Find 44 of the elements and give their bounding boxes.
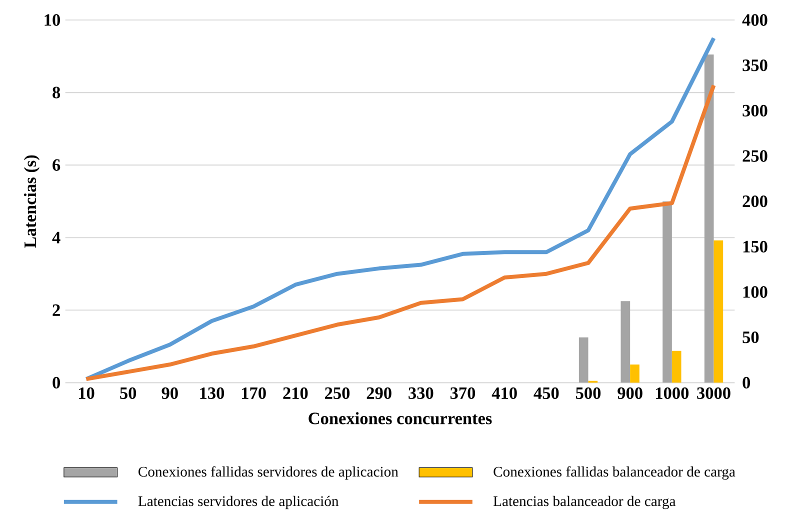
y2-tick-label: 50	[742, 332, 759, 344]
y2-tick-label: 0	[742, 376, 750, 388]
bar	[578, 337, 588, 383]
x-axis-title: Conexiones concurrentes	[308, 412, 492, 424]
legend-label: Latencias balanceador de carga	[493, 496, 676, 510]
y2-tick-label: 150	[743, 240, 768, 252]
x-tick-label: 130	[200, 387, 224, 400]
x-tick-label: 250	[325, 387, 350, 400]
y-tick-label: 8	[52, 86, 60, 98]
y2-tick-label: 300	[742, 104, 768, 116]
bar	[620, 301, 630, 383]
y-axis-title: Latencias (s)	[24, 155, 40, 248]
y-tick-label: 0	[52, 376, 60, 388]
y2-tick-label: 400	[742, 14, 768, 26]
x-tick-label: 900	[618, 387, 642, 400]
x-tick-label: 1000	[656, 387, 689, 400]
y2-tick-label: 350	[742, 60, 768, 72]
bar	[704, 54, 714, 383]
legend-label: Conexiones fallidas balanceador de carga	[494, 466, 736, 480]
y-tick-label: 10	[44, 14, 60, 26]
x-tick-label: 500	[576, 387, 601, 400]
x-tick-label: 290	[366, 387, 392, 400]
y2-tick-label: 200	[742, 196, 768, 208]
x-tick-label: 50	[120, 387, 136, 400]
x-tick-label: 90	[162, 387, 178, 400]
x-tick-label: 410	[492, 387, 517, 400]
x-tick-label: 3000	[697, 387, 730, 400]
x-tick-label: 10	[78, 387, 94, 400]
y2-tick-label: 100	[743, 286, 768, 298]
x-tick-label: 370	[450, 387, 476, 400]
y-tick-label: 2	[52, 304, 60, 316]
legend-label: Latencias servidores de aplicación	[138, 496, 339, 510]
x-tick-label: 170	[242, 387, 266, 400]
bar	[630, 364, 640, 383]
y-tick-label: 4	[52, 232, 60, 244]
y2-tick-label: 250	[742, 150, 768, 162]
bar	[662, 201, 672, 383]
x-tick-label: 330	[408, 387, 434, 400]
x-tick-label: 210	[283, 387, 308, 400]
x-tick-label: 450	[534, 387, 559, 400]
y-tick-label: 6	[52, 159, 60, 171]
bar	[714, 240, 724, 383]
bar	[672, 350, 682, 383]
legend-label: Conexiones fallidas servidores de aplicacion	[138, 466, 398, 480]
